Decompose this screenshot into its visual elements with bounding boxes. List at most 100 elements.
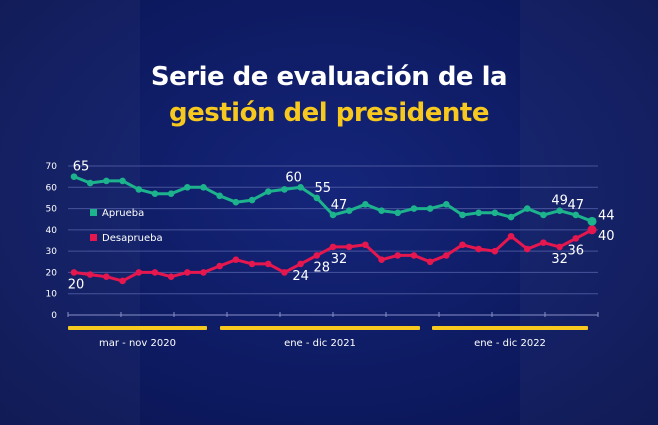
data-point-aprueba <box>378 207 385 214</box>
data-point-desaprueba <box>426 258 434 266</box>
data-label-aprueba: 44 <box>598 208 615 223</box>
data-point-desaprueba <box>232 256 240 263</box>
data-point-aprueba <box>119 177 126 185</box>
data-point-aprueba <box>587 216 597 226</box>
chart-title-line2: gestión del presidente <box>169 98 489 128</box>
period-bar <box>432 326 588 330</box>
data-label-desaprueba: 24 <box>292 269 309 284</box>
data-point-aprueba <box>281 186 288 193</box>
data-point-desaprueba <box>523 245 531 253</box>
data-point-desaprueba <box>119 277 126 285</box>
data-point-aprueba <box>264 188 272 195</box>
data-point-desaprueba <box>491 247 499 255</box>
data-point-aprueba <box>394 209 402 217</box>
data-point-desaprueba <box>151 269 159 276</box>
data-label-aprueba: 60 <box>285 170 302 185</box>
data-label-desaprueba: 36 <box>568 243 585 258</box>
data-label-desaprueba: 28 <box>314 260 331 275</box>
data-point-desaprueba <box>540 239 547 246</box>
data-point-desaprueba <box>70 269 78 276</box>
y-tick-label: 40 <box>46 226 58 236</box>
data-point-aprueba <box>135 186 143 193</box>
data-point-aprueba <box>572 211 580 219</box>
y-tick-label: 10 <box>46 290 58 300</box>
data-point-desaprueba <box>329 243 337 251</box>
data-point-aprueba <box>216 192 223 200</box>
data-label-desaprueba: 32 <box>331 252 348 267</box>
data-label-aprueba: 55 <box>315 181 332 196</box>
data-point-aprueba <box>475 209 482 217</box>
data-point-aprueba <box>345 207 353 214</box>
data-point-desaprueba <box>103 273 110 280</box>
data-point-desaprueba <box>184 269 191 276</box>
data-point-desaprueba <box>475 245 482 253</box>
period-label: ene - dic 2022 <box>474 338 546 349</box>
data-point-desaprueba <box>556 243 563 251</box>
data-point-desaprueba <box>264 260 272 268</box>
data-point-desaprueba <box>378 256 385 263</box>
data-point-aprueba <box>167 190 175 197</box>
data-label-aprueba: 49 <box>551 194 568 209</box>
data-point-aprueba <box>248 196 256 204</box>
data-point-desaprueba <box>443 252 450 259</box>
legend-label-aprueba: Aprueba <box>102 208 144 219</box>
y-tick-label: 30 <box>46 247 58 257</box>
data-label-aprueba: 47 <box>568 198 585 213</box>
data-point-desaprueba <box>345 243 353 251</box>
data-point-aprueba <box>491 209 499 217</box>
data-point-desaprueba <box>572 235 580 242</box>
data-point-desaprueba <box>459 241 466 249</box>
data-label-desaprueba: 40 <box>598 229 615 244</box>
y-tick-label: 20 <box>46 268 58 278</box>
data-point-desaprueba <box>587 225 597 235</box>
data-point-desaprueba <box>86 271 94 278</box>
data-point-desaprueba <box>507 232 515 240</box>
data-point-desaprueba <box>362 241 369 249</box>
legend-label-desaprueba: Desaprueba <box>102 233 163 244</box>
data-point-aprueba <box>540 211 547 219</box>
data-point-aprueba <box>297 183 304 191</box>
legend-swatch-desaprueba <box>90 234 97 241</box>
data-point-aprueba <box>507 213 515 221</box>
data-label-aprueba: 65 <box>73 160 90 175</box>
period-bar <box>68 326 207 330</box>
y-tick-label: 50 <box>46 205 58 215</box>
period-label: ene - dic 2021 <box>284 338 356 349</box>
data-point-desaprueba <box>313 252 321 259</box>
chart-title-line1: Serie de evaluación de la <box>150 62 508 92</box>
y-tick-label: 70 <box>46 162 58 172</box>
data-point-aprueba <box>362 201 369 208</box>
data-point-aprueba <box>329 211 337 219</box>
data-point-aprueba <box>426 205 434 212</box>
data-point-aprueba <box>410 205 418 212</box>
data-point-aprueba <box>523 205 531 212</box>
data-point-aprueba <box>232 198 240 206</box>
period-bar <box>220 326 420 330</box>
data-point-aprueba <box>70 173 78 180</box>
data-point-aprueba <box>313 194 321 202</box>
data-point-desaprueba <box>248 260 256 268</box>
data-point-desaprueba <box>281 269 288 276</box>
data-point-aprueba <box>443 201 450 208</box>
data-point-aprueba <box>86 179 94 187</box>
data-point-desaprueba <box>410 252 418 259</box>
data-point-desaprueba <box>135 269 143 276</box>
data-point-aprueba <box>184 183 191 191</box>
period-label: mar - nov 2020 <box>99 338 176 349</box>
data-point-aprueba <box>200 183 207 191</box>
data-point-aprueba <box>103 177 110 185</box>
y-tick-label: 60 <box>46 183 58 193</box>
data-point-desaprueba <box>297 260 304 268</box>
data-point-desaprueba <box>216 262 223 270</box>
data-label-desaprueba: 32 <box>551 252 568 267</box>
data-point-aprueba <box>151 190 159 197</box>
data-point-desaprueba <box>394 252 402 259</box>
data-point-desaprueba <box>200 269 207 276</box>
data-point-aprueba <box>459 211 466 219</box>
legend-swatch-aprueba <box>90 209 97 216</box>
y-tick-label: 0 <box>51 311 57 321</box>
data-point-desaprueba <box>167 273 175 280</box>
data-label-desaprueba: 20 <box>68 277 85 292</box>
data-label-aprueba: 47 <box>331 198 348 213</box>
